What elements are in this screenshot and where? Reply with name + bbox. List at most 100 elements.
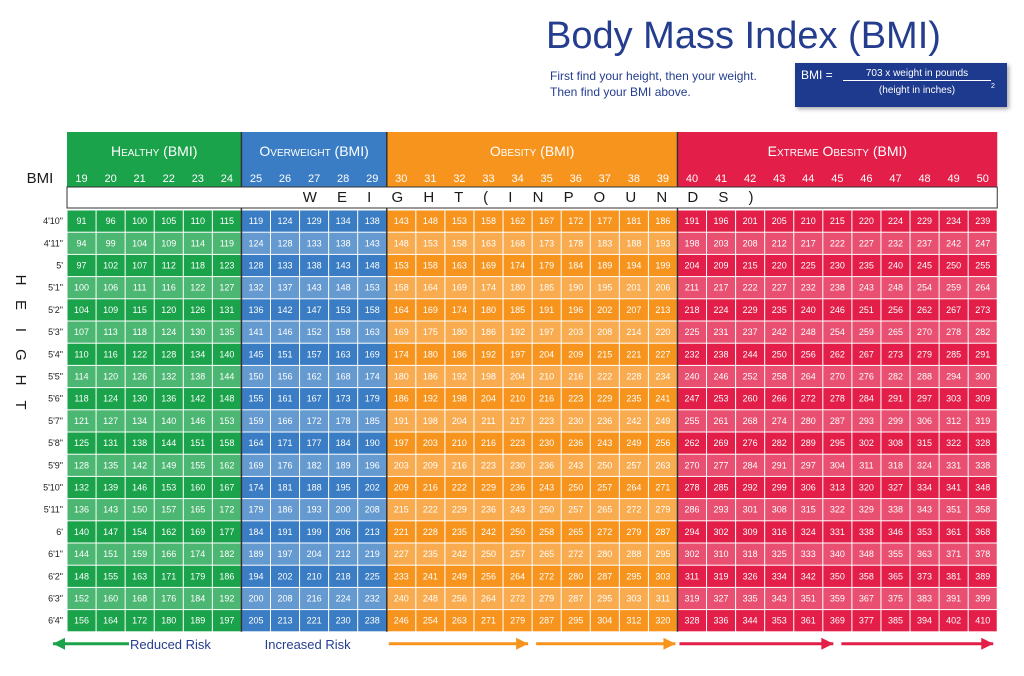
weight-value: 242 (452, 549, 467, 559)
table-cell (474, 277, 503, 299)
weight-value: 216 (481, 438, 496, 448)
weight-value: 190 (568, 283, 583, 293)
table-cell (707, 254, 736, 277)
table-cell (154, 365, 183, 388)
category-label-1: Overweight (BMI) (259, 143, 368, 159)
weight-value: 225 (801, 261, 816, 271)
table-cell (677, 587, 707, 610)
table-cell (561, 299, 590, 321)
weight-value: 94 (77, 238, 87, 248)
table-cell (416, 254, 445, 277)
weight-value: 185 (539, 283, 554, 293)
table-cell (387, 388, 416, 410)
weight-value: 306 (801, 483, 816, 493)
table-cell (765, 299, 794, 321)
table-cell (707, 499, 736, 521)
weight-value: 198 (684, 238, 699, 248)
table-cell (358, 232, 387, 254)
weight-value: 176 (161, 594, 176, 604)
table-cell (532, 610, 561, 632)
weight-value: 128 (248, 261, 263, 271)
weight-value: 235 (772, 305, 787, 315)
table-cell (416, 210, 445, 232)
weight-value: 173 (539, 238, 554, 248)
weight-value: 203 (568, 327, 583, 337)
weight-value: 174 (248, 483, 263, 493)
weight-value: 156 (278, 372, 293, 382)
table-cell (358, 410, 387, 432)
weight-value: 107 (132, 261, 147, 271)
weight-value: 241 (655, 394, 670, 404)
weight-value: 256 (452, 594, 467, 604)
table-cell (96, 432, 125, 454)
weight-value: 303 (946, 394, 961, 404)
weight-value: 216 (307, 594, 322, 604)
table-cell (96, 232, 125, 254)
table-cell (648, 388, 677, 410)
weight-value: 138 (336, 238, 351, 248)
table-cell (212, 610, 241, 632)
weight-value: 232 (801, 283, 816, 293)
bmi-value: 42 (744, 173, 756, 185)
weight-value: 186 (655, 216, 670, 226)
weight-value: 204 (510, 372, 525, 382)
table-cell (619, 410, 648, 432)
table-cell (445, 410, 474, 432)
table-cell (67, 521, 96, 543)
bmi-value: 40 (686, 173, 698, 185)
table-cell (736, 321, 765, 343)
weight-value: 168 (132, 594, 147, 604)
table-cell (736, 277, 765, 299)
weight-value: 124 (278, 216, 293, 226)
weight-value: 126 (190, 305, 205, 315)
table-cell (358, 299, 387, 321)
weight-value: 291 (975, 349, 990, 359)
table-cell (125, 299, 154, 321)
table-cell (939, 521, 968, 543)
weight-value: 100 (74, 283, 89, 293)
table-cell (125, 610, 154, 632)
height-label: 5'1" (48, 283, 63, 293)
weight-value: 231 (714, 327, 729, 337)
table-cell (329, 410, 358, 432)
weight-value: 311 (859, 460, 873, 470)
weight-value: 273 (888, 349, 903, 359)
table-cell (445, 610, 474, 632)
weight-value: 222 (743, 283, 758, 293)
weight-value: 346 (888, 527, 903, 537)
weight-value: 270 (830, 372, 845, 382)
weight-value: 378 (975, 549, 990, 559)
table-cell (270, 476, 300, 499)
table-cell (329, 432, 358, 454)
weight-value: 328 (975, 438, 990, 448)
table-cell (300, 543, 329, 565)
weight-value: 293 (859, 416, 874, 426)
weight-value: 118 (132, 327, 146, 337)
table-cell (590, 232, 619, 254)
weight-value: 325 (772, 549, 787, 559)
weight-value: 247 (975, 238, 990, 248)
weight-value: 212 (772, 238, 787, 248)
weight-value: 265 (539, 549, 554, 559)
table-cell (736, 210, 765, 232)
table-cell (503, 476, 532, 499)
weight-value: 138 (307, 261, 322, 271)
height-axis-letter: G (12, 349, 29, 361)
table-cell (677, 521, 707, 543)
weight-value: 200 (336, 505, 351, 515)
weight-value: 180 (423, 349, 438, 359)
weight-value: 216 (568, 372, 583, 382)
table-cell (532, 299, 561, 321)
table-cell (561, 543, 590, 565)
weight-value: 238 (365, 616, 380, 626)
weight-value: 130 (190, 327, 205, 337)
table-cell (329, 587, 358, 610)
weight-value: 153 (336, 305, 351, 315)
table-cell (677, 365, 707, 388)
weight-value: 204 (481, 394, 496, 404)
table-cell (503, 610, 532, 632)
table-cell (707, 565, 736, 587)
weight-value: 279 (539, 594, 554, 604)
weight-value: 153 (161, 483, 176, 493)
table-cell (968, 587, 997, 610)
